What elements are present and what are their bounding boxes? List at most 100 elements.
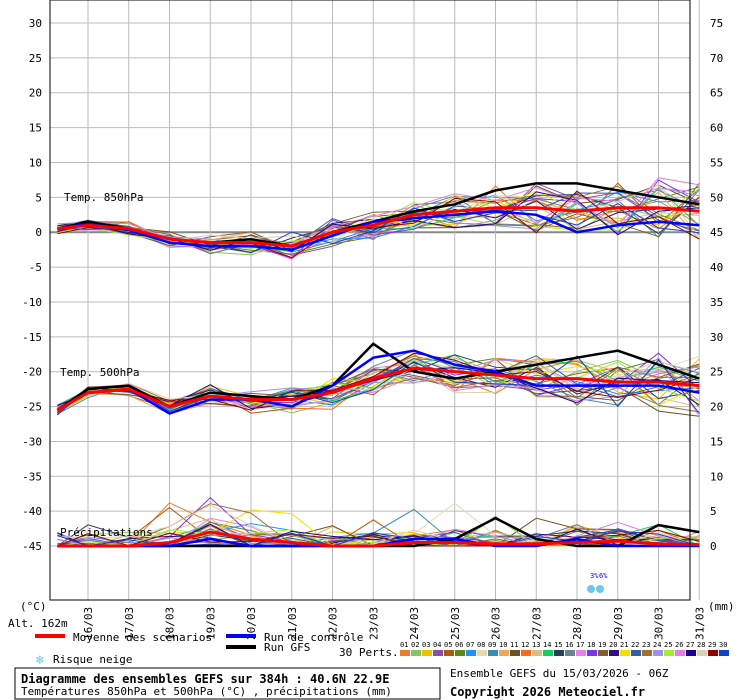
pert-legend-number: 13 (532, 641, 540, 649)
x-tick-label: 21/03 (286, 607, 299, 640)
plot-frame (49, 0, 691, 601)
pert-legend-swatch (675, 650, 685, 656)
x-tick-label: 24/03 (408, 607, 421, 640)
mean-legend-label: Moyenne des scénarios (73, 631, 212, 644)
precip-line-0 (57, 530, 700, 548)
perturbation-line-19 (57, 182, 700, 252)
precip-label: Précipitations (60, 526, 153, 539)
pert-legend-swatch (400, 650, 410, 656)
pert-legend-swatch (411, 650, 421, 656)
right-tick-label: 5 (710, 505, 717, 518)
snowflake-icon (587, 585, 595, 593)
x-axis-ticks: 16/03 17/03 18/03 19/03 20/03 21/03 22/03 23/03… (82, 607, 706, 640)
right-tick-label: 70 (710, 52, 723, 65)
chart-subtitle: Températures 850hPa et 500hPa (°C) , pré… (21, 685, 392, 698)
left-tick-label: -30 (22, 435, 42, 448)
copyright: Copyright 2026 Meteociel.fr (450, 685, 645, 699)
left-tick-label: -35 (22, 470, 42, 483)
perturbation-line-30 (57, 355, 700, 415)
left-axis-ticks: 30 25 20 15 10 5 0 -5 -10 -15 -20 -25 -30 -35 -40 -45 (22, 17, 42, 553)
perturbation-line-29 (57, 352, 700, 414)
pert-legend-number: 02 (411, 641, 419, 649)
x-tick-label: 22/03 (327, 607, 340, 640)
left-tick-label: 15 (29, 122, 42, 135)
x-tick-label: 27/03 (530, 607, 543, 640)
right-unit: (mm) (708, 600, 735, 613)
pert-legend-number: 27 (686, 641, 694, 649)
left-tick-label: -45 (22, 540, 42, 553)
pert-legend-number: 10 (499, 641, 507, 649)
mean-legend-swatch (35, 634, 65, 638)
right-tick-label: 65 (710, 87, 723, 100)
pert-legend-number: 12 (521, 641, 529, 649)
pert-legend-swatch (686, 650, 696, 656)
left-tick-label: -25 (22, 401, 42, 414)
perts-legend-label: 30 Perts. (339, 646, 399, 659)
pert-legend-swatch (576, 650, 586, 656)
t850-line-0 (57, 206, 700, 248)
pert-legend-swatch (510, 650, 520, 656)
x-tick-label: 18/03 (164, 607, 177, 640)
chart-title: Diagramme des ensembles GEFS sur 384h : … (21, 672, 389, 686)
right-tick-label: 25 (710, 366, 723, 379)
right-tick-label: 20 (710, 401, 723, 414)
snowflake-icon: ❄ (35, 653, 44, 668)
pert-legend-swatch (697, 650, 707, 656)
control-legend-swatch (226, 634, 256, 638)
x-tick-label: 28/03 (571, 607, 584, 640)
right-tick-label: 30 (710, 331, 723, 344)
x-tick-label: 23/03 (367, 607, 380, 640)
pert-legend-swatch (719, 650, 729, 656)
right-tick-label: 60 (710, 122, 723, 135)
x-tick-label: 19/03 (204, 607, 217, 640)
x-tick-label: 26/03 (490, 607, 503, 640)
right-tick-label: 35 (710, 296, 723, 309)
right-tick-label: 10 (710, 470, 723, 483)
pert-legend-swatch (565, 650, 575, 656)
pert-legend-number: 14 (543, 641, 551, 649)
snow-risk-label: 6% (599, 572, 608, 580)
pert-legend-number: 22 (631, 641, 639, 649)
pert-legend-number: 07 (466, 641, 474, 649)
right-tick-label: 55 (710, 156, 723, 169)
control-legend-label: Run de contrôle (264, 631, 363, 644)
pert-legend-number: 28 (697, 641, 705, 649)
pert-legend-number: 26 (675, 641, 683, 649)
pert-legend-swatch (587, 650, 597, 656)
pert-legend-number: 16 (565, 641, 573, 649)
left-tick-label: 5 (35, 191, 42, 204)
pert-legend-number: 11 (510, 641, 518, 649)
left-tick-label: 30 (29, 17, 42, 30)
left-tick-label: 0 (35, 226, 42, 239)
left-tick-label: 20 (29, 87, 42, 100)
x-tick-label: 25/03 (449, 607, 462, 640)
right-tick-label: 50 (710, 191, 723, 204)
pert-legend-swatch (532, 650, 542, 656)
pert-legend-number: 29 (708, 641, 716, 649)
pert-legend-number: 21 (620, 641, 628, 649)
main-series-lines (56, 182, 700, 548)
pert-legend-number: 24 (653, 641, 661, 649)
perturbation-legend: 01 02 03 04 05 06 07 08 09 10 11 12 13 14 15 16 17 18 19 20… (400, 641, 729, 656)
pert-legend-swatch (521, 650, 531, 656)
pert-legend-swatch (708, 650, 718, 656)
left-tick-label: -40 (22, 505, 42, 518)
snow-legend-label: Risque neige (53, 653, 132, 666)
right-tick-label: 40 (710, 261, 723, 274)
pert-legend-number: 05 (444, 641, 452, 649)
pert-legend-swatch (631, 650, 641, 656)
right-tick-label: 45 (710, 226, 723, 239)
pert-legend-swatch (620, 650, 630, 656)
pert-legend-number: 06 (455, 641, 463, 649)
snow-risk: 3% 6% (587, 572, 608, 593)
pert-legend-swatch (455, 650, 465, 656)
pert-legend-swatch (477, 650, 487, 656)
left-tick-label: 25 (29, 52, 42, 65)
pert-legend-swatch (642, 650, 652, 656)
x-tick-label: 17/03 (123, 607, 136, 640)
run-info: Ensemble GEFS du 15/03/2026 - 06Z (450, 667, 669, 680)
left-unit: (°C) (20, 600, 47, 613)
title-box (14, 667, 441, 700)
pert-legend-number: 18 (587, 641, 595, 649)
pert-legend-number: 03 (422, 641, 430, 649)
